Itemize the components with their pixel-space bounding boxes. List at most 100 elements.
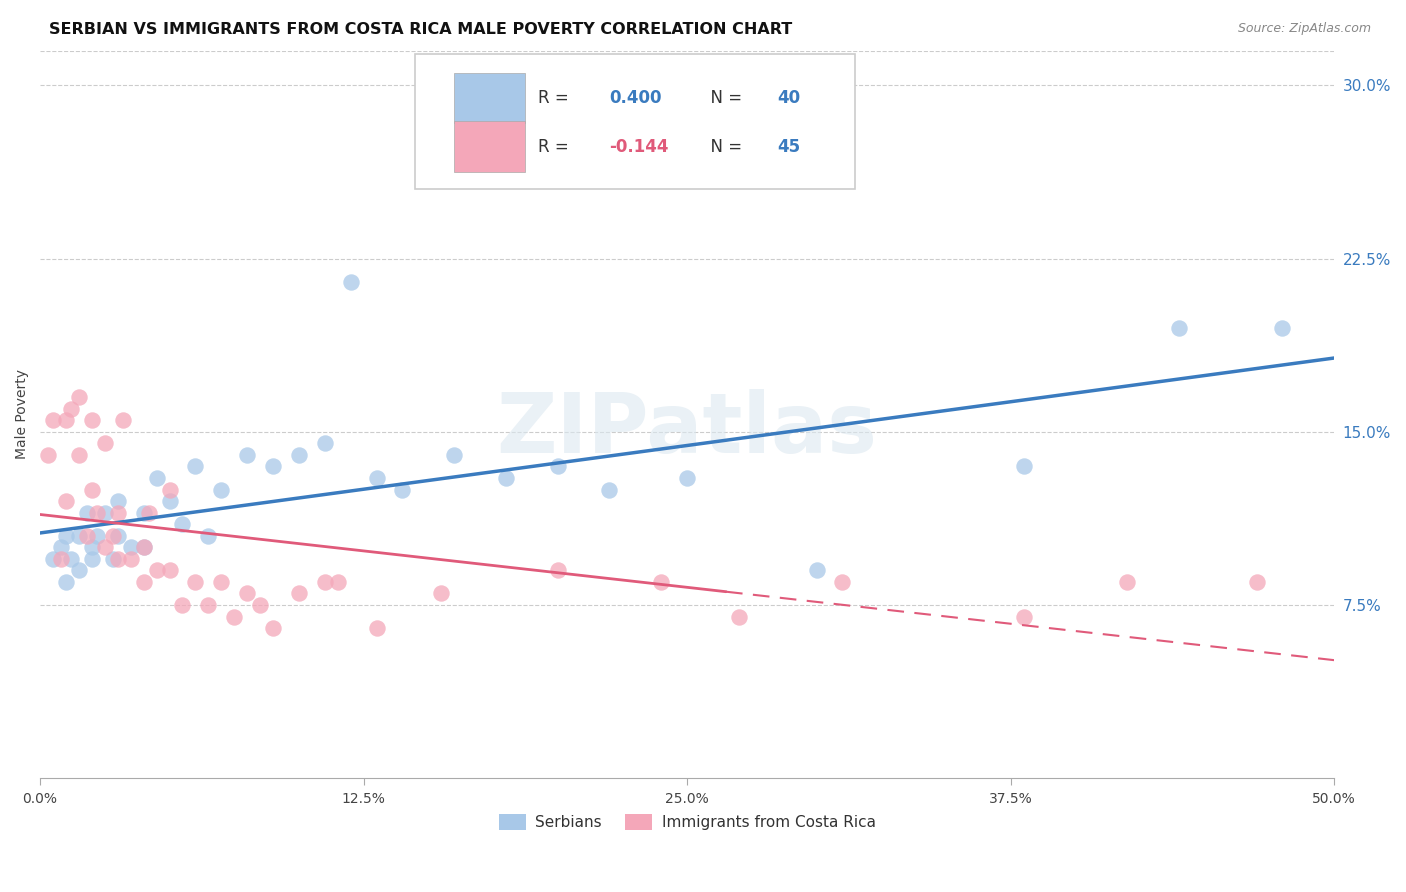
- Point: [184, 459, 207, 474]
- Point: [76, 529, 98, 543]
- Point: [107, 494, 129, 508]
- Y-axis label: Male Poverty: Male Poverty: [15, 369, 30, 459]
- Point: [145, 563, 167, 577]
- Point: [132, 574, 155, 589]
- Point: [94, 436, 117, 450]
- Point: [547, 563, 569, 577]
- Point: [728, 609, 751, 624]
- Point: [209, 483, 232, 497]
- Point: [55, 529, 77, 543]
- Point: [101, 529, 124, 543]
- Point: [138, 506, 160, 520]
- Point: [159, 483, 181, 497]
- Point: [86, 529, 108, 543]
- Text: ZIPatlas: ZIPatlas: [496, 389, 877, 469]
- Point: [49, 551, 72, 566]
- FancyBboxPatch shape: [454, 121, 526, 172]
- Point: [1012, 459, 1035, 474]
- Point: [76, 506, 98, 520]
- Point: [831, 574, 853, 589]
- Point: [650, 574, 672, 589]
- Point: [132, 506, 155, 520]
- Point: [107, 506, 129, 520]
- Text: -0.144: -0.144: [609, 137, 669, 156]
- Point: [262, 621, 284, 635]
- Point: [107, 551, 129, 566]
- Text: 45: 45: [778, 137, 801, 156]
- Point: [430, 586, 453, 600]
- Point: [111, 413, 134, 427]
- Point: [209, 574, 232, 589]
- Point: [67, 390, 90, 404]
- FancyBboxPatch shape: [454, 72, 526, 123]
- Point: [598, 483, 620, 497]
- Point: [443, 448, 465, 462]
- Point: [159, 563, 181, 577]
- Point: [80, 483, 103, 497]
- Point: [806, 563, 828, 577]
- Text: 40: 40: [778, 89, 801, 107]
- Point: [37, 448, 59, 462]
- Point: [288, 586, 311, 600]
- Point: [676, 471, 699, 485]
- Point: [172, 517, 194, 532]
- Point: [86, 506, 108, 520]
- Point: [1167, 321, 1189, 335]
- Text: Source: ZipAtlas.com: Source: ZipAtlas.com: [1237, 22, 1371, 36]
- Point: [67, 563, 90, 577]
- Point: [60, 401, 83, 416]
- Point: [314, 574, 336, 589]
- Text: R =: R =: [538, 137, 574, 156]
- Point: [42, 551, 65, 566]
- Point: [67, 529, 90, 543]
- Point: [339, 275, 361, 289]
- Point: [101, 551, 124, 566]
- Point: [120, 541, 142, 555]
- Point: [60, 551, 83, 566]
- Point: [326, 574, 349, 589]
- Point: [80, 551, 103, 566]
- Point: [184, 574, 207, 589]
- Text: SERBIAN VS IMMIGRANTS FROM COSTA RICA MALE POVERTY CORRELATION CHART: SERBIAN VS IMMIGRANTS FROM COSTA RICA MA…: [49, 22, 793, 37]
- Point: [1012, 609, 1035, 624]
- Point: [55, 574, 77, 589]
- Point: [132, 541, 155, 555]
- Point: [314, 436, 336, 450]
- Text: R =: R =: [538, 89, 574, 107]
- Text: N =: N =: [700, 137, 748, 156]
- Point: [120, 551, 142, 566]
- Point: [366, 621, 388, 635]
- Point: [236, 448, 259, 462]
- Point: [249, 598, 271, 612]
- Point: [288, 448, 311, 462]
- Point: [547, 459, 569, 474]
- Text: N =: N =: [700, 89, 748, 107]
- Point: [1271, 321, 1294, 335]
- Point: [159, 494, 181, 508]
- Point: [94, 506, 117, 520]
- Point: [172, 598, 194, 612]
- Point: [366, 471, 388, 485]
- Legend: Serbians, Immigrants from Costa Rica: Serbians, Immigrants from Costa Rica: [492, 808, 882, 836]
- Point: [55, 494, 77, 508]
- Point: [80, 413, 103, 427]
- Point: [42, 413, 65, 427]
- Point: [391, 483, 413, 497]
- Point: [262, 459, 284, 474]
- Point: [67, 448, 90, 462]
- Point: [132, 541, 155, 555]
- Point: [1246, 574, 1268, 589]
- Point: [495, 471, 517, 485]
- Point: [197, 529, 219, 543]
- Point: [1116, 574, 1139, 589]
- Point: [107, 529, 129, 543]
- Point: [236, 586, 259, 600]
- FancyBboxPatch shape: [415, 54, 855, 189]
- Point: [49, 541, 72, 555]
- Point: [94, 541, 117, 555]
- Text: 0.400: 0.400: [609, 89, 662, 107]
- Point: [145, 471, 167, 485]
- Point: [55, 413, 77, 427]
- Point: [80, 541, 103, 555]
- Point: [197, 598, 219, 612]
